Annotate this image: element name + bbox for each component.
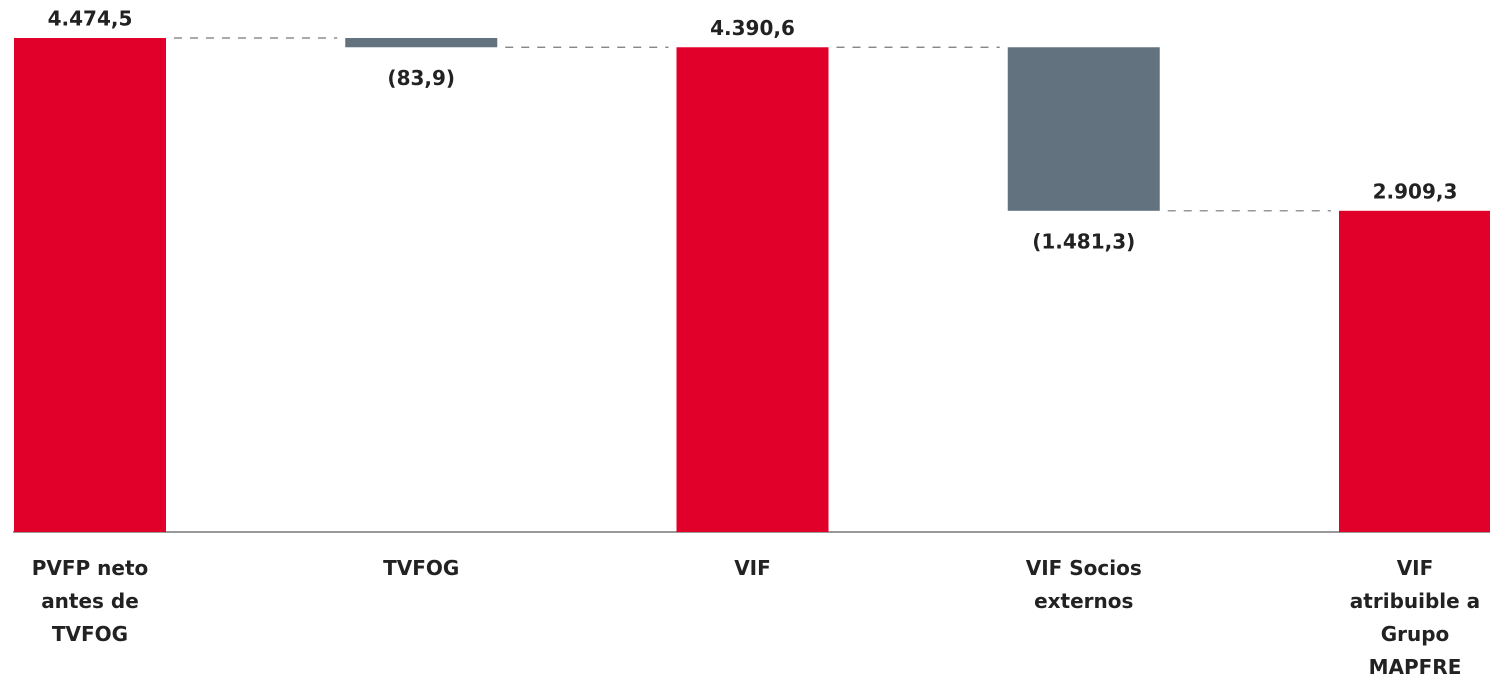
x-tick-label: VIF [734,556,771,580]
bar [1007,47,1160,211]
x-tick-label: VIF atribuible a Grupo MAPFRE [1349,556,1481,679]
chart: 4.474,5 (83,9) 4.390,6 (1.481,3) 2.909,3 [13,7,1490,533]
value-label: (83,9) [387,66,455,90]
bar [345,38,498,48]
value-label: 4.474,5 [48,7,133,31]
value-label: 2.909,3 [1373,179,1458,203]
bar [1339,210,1490,532]
x-tick-label: VIF Socios externos [1025,556,1142,613]
value-label: 4.390,6 [710,16,795,40]
x-tick-label: PVFP neto antes de TVFOG [31,556,149,646]
page: 4.474,5(83,9)4.390,6(1.481,3)2.909,3 (()… [13,6,1490,679]
bar [14,38,166,532]
x-tick-label: TVFOG [383,556,460,580]
bar [676,47,829,532]
value-label: (1.481,3) [1032,229,1135,253]
